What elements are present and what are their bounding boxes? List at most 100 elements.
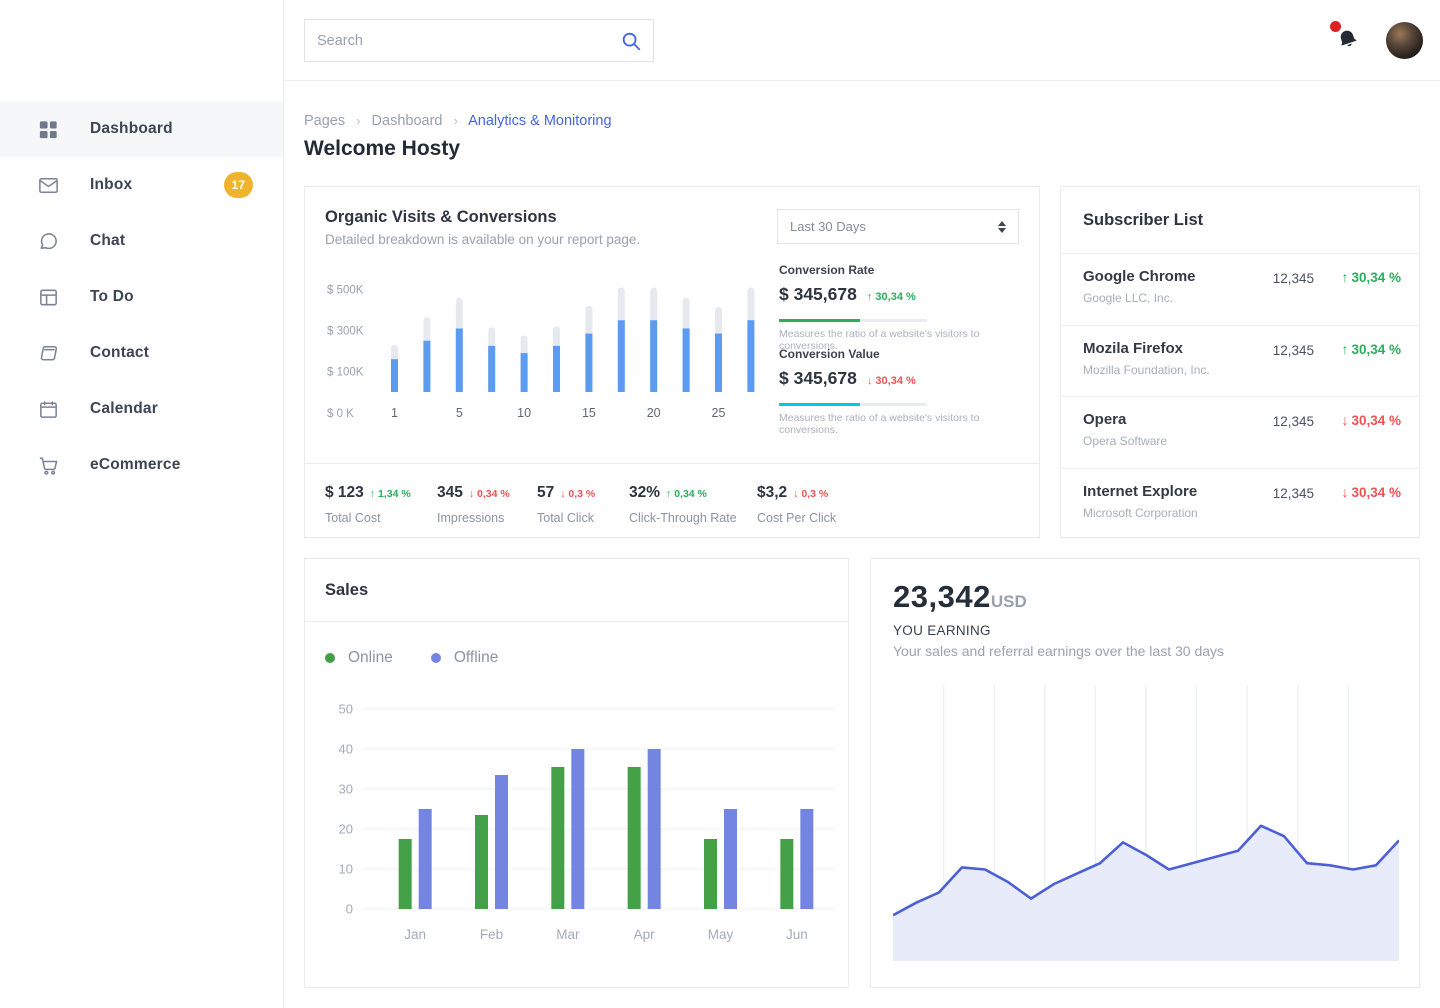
- svg-text:40: 40: [339, 742, 353, 757]
- period-select[interactable]: Last 30 Days: [777, 209, 1019, 244]
- bell-icon: [1340, 30, 1357, 47]
- conversion-rate-block: Conversion Rate $ 345,678 ↑ 30,34 % Measu…: [779, 263, 1021, 352]
- svg-text:Mar: Mar: [556, 927, 580, 942]
- subscriber-company: Google LLC, Inc.: [1083, 291, 1174, 305]
- stat-value: $3,2: [757, 484, 788, 501]
- contact-icon: [36, 341, 60, 365]
- conversion-rate-caption: Measures the ratio of a website's visito…: [779, 328, 980, 352]
- svg-text:10: 10: [517, 406, 531, 420]
- subscriber-row-google-chrome[interactable]: Google Chrome Google LLC, Inc. 12,345 ↑ 30,3…: [1061, 253, 1419, 325]
- sidebar-item-inbox[interactable]: Inbox 17: [0, 157, 283, 213]
- stat-delta: ↓ 0,3 %: [793, 488, 829, 500]
- todo-icon: [36, 285, 60, 309]
- search-icon[interactable]: [609, 30, 653, 52]
- stat-impressions: 345 ↓ 0,34 % Impressions: [437, 484, 510, 525]
- breadcrumb-current[interactable]: Analytics & Monitoring: [468, 113, 612, 129]
- svg-text:10: 10: [339, 862, 353, 877]
- conversion-value-block: Conversion Value $ 345,678 ↓ 30,34 % Meas…: [779, 347, 1021, 436]
- legend-dot-icon: [325, 653, 335, 663]
- conversion-rate-label: Conversion Rate: [779, 263, 875, 277]
- stat-label: Total Click: [537, 511, 594, 525]
- subscriber-company: Mozilla Foundation, Inc.: [1083, 362, 1210, 377]
- search-input[interactable]: [305, 32, 609, 49]
- stat-value: $ 123: [325, 484, 364, 501]
- organic-card-subtitle: Detailed breakdown is available on your …: [325, 232, 641, 247]
- subscriber-company: Opera Software: [1083, 434, 1168, 448]
- svg-text:0: 0: [346, 902, 353, 917]
- stat-delta: ↓ 0,34 %: [468, 488, 510, 500]
- stat-delta: ↑ 0,34 %: [666, 488, 707, 500]
- stat-value: 57: [537, 484, 555, 501]
- svg-text:$ 100K: $ 100K: [327, 367, 364, 379]
- stat-value: 345: [437, 484, 463, 501]
- search-box: [304, 19, 654, 62]
- subscriber-row-mozila-firefox[interactable]: Mozila Firefox Mozilla Foundation, Inc. 12…: [1061, 324, 1419, 397]
- avatar[interactable]: [1386, 22, 1423, 59]
- breadcrumb-separator: ›: [356, 113, 361, 128]
- sidebar-item-calendar[interactable]: Calendar: [0, 381, 283, 437]
- subscriber-name: Google Chrome: [1083, 268, 1196, 285]
- sidebar-item-chat[interactable]: Chat: [0, 213, 283, 269]
- sidebar-item-label: To Do: [90, 288, 134, 305]
- svg-text:5: 5: [456, 406, 463, 420]
- organic-visits-chart: $ 500K$ 300K$ 100K$ 0 K 1 5 10 15 20 25: [327, 285, 755, 420]
- period-select-value: Last 30 Days: [790, 219, 866, 234]
- divider: [305, 621, 848, 622]
- conversion-value-value: $ 345,678: [779, 368, 857, 388]
- subscriber-delta: ↓ 30,34 %: [1341, 483, 1401, 500]
- sales-legend: Online Offline: [325, 649, 498, 667]
- sales-chart: 0 10 20 30 40 50 Jan Feb Mar Apr May Jun: [339, 702, 835, 942]
- earnings-area-chart: [893, 685, 1399, 961]
- conversion-value-caption: Measures the ratio of a website's visito…: [779, 412, 980, 436]
- svg-text:Apr: Apr: [634, 927, 656, 942]
- sidebar-item-label: Contact: [90, 344, 150, 361]
- subscriber-list-card: Subscriber List Google Chrome Google LLC,…: [1060, 186, 1420, 538]
- svg-text:Feb: Feb: [480, 927, 503, 942]
- svg-text:Jun: Jun: [786, 927, 808, 942]
- svg-text:$ 500K: $ 500K: [327, 285, 364, 297]
- svg-text:20: 20: [647, 406, 661, 420]
- breadcrumb-dashboard[interactable]: Dashboard: [371, 113, 443, 129]
- earnings-currency: USD: [990, 592, 1027, 611]
- subscriber-row-opera[interactable]: Opera Opera Software 12,345 ↓ 30,34 %: [1061, 396, 1419, 468]
- subscriber-count: 12,345: [1272, 271, 1314, 286]
- breadcrumb-separator: ›: [453, 113, 458, 128]
- subscriber-count: 12,345: [1272, 485, 1314, 501]
- svg-text:$ 0 K: $ 0 K: [327, 408, 354, 420]
- legend-dot-icon: [430, 653, 441, 663]
- sidebar-item-contact[interactable]: Contact: [0, 325, 283, 381]
- stat-total-cost: $ 123 ↑ 1,34 % Total Cost: [325, 484, 411, 525]
- svg-text:20: 20: [339, 822, 353, 837]
- breadcrumb-pages[interactable]: Pages: [304, 113, 346, 129]
- sidebar-item-ecommerce[interactable]: eCommerce: [0, 437, 283, 493]
- conversion-value-label: Conversion Value: [779, 347, 880, 361]
- sales-card: Sales Online Offline 0 10 20 30 40 50 Jan Feb Mar…: [304, 558, 849, 988]
- calendar-icon: [36, 397, 60, 421]
- svg-text:30: 30: [339, 782, 353, 797]
- legend-item-offline[interactable]: Offline: [430, 649, 498, 667]
- subscriber-row-internet-explore[interactable]: Internet Explore Microsoft Corporation 12,…: [1061, 467, 1419, 540]
- stat-label: Impressions: [437, 511, 505, 525]
- divider: [305, 463, 1039, 464]
- notifications-button[interactable]: [1330, 21, 1366, 58]
- svg-text:Jan: Jan: [404, 927, 426, 942]
- svg-text:50: 50: [339, 702, 353, 717]
- earnings-label: YOU EARNING: [893, 623, 991, 638]
- legend-item-online[interactable]: Online: [325, 649, 393, 667]
- conversion-rate-value: $ 345,678: [779, 284, 857, 304]
- sidebar-item-label: Chat: [90, 232, 126, 249]
- subscriber-name: Mozila Firefox: [1083, 339, 1184, 357]
- stat-label: Total Cost: [325, 511, 381, 525]
- subscriber-count: 12,345: [1272, 342, 1314, 358]
- logo: [0, 0, 283, 80]
- stat-cost-per-click: $3,2 ↓ 0,3 % Cost Per Click: [757, 484, 836, 525]
- cart-icon: [36, 453, 60, 477]
- stat-label: Cost Per Click: [757, 511, 837, 525]
- stat-delta: ↑ 1,34 %: [369, 488, 411, 500]
- subscriber-name: Opera: [1083, 411, 1127, 428]
- legend-label: Online: [348, 649, 393, 666]
- subscriber-list-title: Subscriber List: [1083, 211, 1204, 229]
- stat-delta: ↓ 0,3 %: [560, 488, 596, 500]
- sidebar-item-to-do[interactable]: To Do: [0, 269, 283, 325]
- sidebar-item-dashboard[interactable]: Dashboard: [0, 101, 283, 157]
